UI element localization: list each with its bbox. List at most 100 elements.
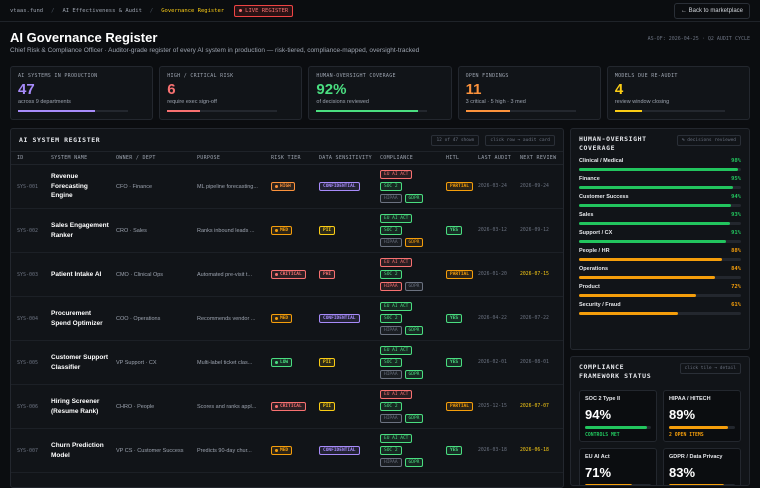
- kpi-track: [465, 110, 576, 112]
- register-row[interactable]: SYS-004 Procurement Spend Optimizer COO · …: [11, 297, 563, 341]
- framework-tile[interactable]: SOC 2 Type II 94% CONTROLS MET: [579, 390, 657, 442]
- coverage-percent: 98%: [731, 158, 741, 164]
- coverage-item: Support / CX 91%: [579, 230, 741, 243]
- purpose: Predicts 90-day chur...: [197, 447, 252, 454]
- register-panel: AI SYSTEM REGISTER 12 of 47 shown click r…: [10, 128, 564, 488]
- framework-name: SOC 2 Type II: [585, 396, 621, 402]
- hitl-cell: PARTIAL: [446, 182, 478, 191]
- kpi-value: 4: [614, 81, 624, 98]
- owner: CRO · Sales: [116, 227, 147, 234]
- compliance-tag: SOC 2: [380, 402, 402, 411]
- register-row[interactable]: SYS-002 Sales Engagement Ranker CRO · Sale…: [11, 209, 563, 253]
- purpose: Multi-label ticket clas...: [197, 359, 253, 366]
- system-name: Hiring Screener (Resume Rank): [51, 398, 100, 415]
- pill-dot: [275, 317, 278, 320]
- coverage-label-row: Sales 93%: [579, 212, 741, 218]
- pill-dot: [275, 273, 278, 276]
- framework-bar: [669, 484, 724, 485]
- system-name: Revenue Forecasting Engine: [51, 173, 88, 200]
- risk-tier: LOW: [271, 358, 293, 367]
- compliance-tag: EU AI ACT: [380, 346, 413, 355]
- risk-tier: MED: [271, 226, 293, 235]
- back-button[interactable]: ← Back to marketplace: [673, 3, 750, 19]
- coverage-label-row: Security / Fraud 61%: [579, 302, 741, 308]
- data-cell: PHI: [319, 270, 380, 279]
- data-sensitivity: PII: [319, 358, 336, 367]
- brand[interactable]: vtaas.fund: [10, 7, 44, 14]
- hitl: YES: [446, 358, 463, 367]
- system-id: SYS-001: [17, 183, 39, 190]
- risk-tier-label: MED: [280, 228, 289, 233]
- hitl-label: YES: [450, 228, 459, 233]
- purpose: ML pipeline forecasting...: [197, 183, 258, 190]
- data-sensitivity-label: CONFIDENTIAL: [323, 448, 356, 453]
- hitl: YES: [446, 314, 463, 323]
- data-sensitivity: CONFIDENTIAL: [319, 314, 360, 323]
- framework-tile[interactable]: HIPAA / HITECH 89% 2 OPEN ITEMS: [663, 390, 741, 442]
- panel-title: COMPLIANCE FRAMEWORK STATUS: [579, 363, 652, 380]
- risk-tier: CRITICAL: [271, 270, 306, 279]
- kpi-track: [167, 110, 278, 112]
- data-sensitivity-label: PII: [323, 404, 332, 409]
- compliance-tag: HIPAA: [380, 282, 402, 291]
- framework-tile[interactable]: GDPR / Data Privacy 83%: [663, 448, 741, 485]
- data-cell: PII: [319, 402, 380, 411]
- hitl-label: YES: [450, 316, 459, 321]
- coverage-item: Security / Fraud 61%: [579, 302, 741, 315]
- panel-title: AI SYSTEM REGISTER: [19, 136, 101, 144]
- framework-tile[interactable]: EU AI Act 71%: [579, 448, 657, 485]
- hitl-cell: YES: [446, 358, 478, 367]
- compliance-tags: EU AI ACT SOC 2 HIPAA GDPR: [380, 302, 446, 335]
- system-id: SYS-002: [17, 227, 39, 234]
- framework-status: 2 OPEN ITEMS: [669, 433, 704, 438]
- hint: click tile → detail: [679, 363, 741, 374]
- column-header: COMPLIANCE: [380, 155, 414, 161]
- last-audit: 2026-03-24: [478, 184, 507, 189]
- coverage-item: Sales 93%: [579, 212, 741, 225]
- coverage-track: [579, 294, 741, 297]
- column-header: PURPOSE: [197, 155, 221, 161]
- hitl-cell: YES: [446, 314, 478, 323]
- risk-tier-label: MED: [280, 316, 289, 321]
- data-sensitivity-label: CONFIDENTIAL: [323, 184, 356, 189]
- compliance-tags: EU AI ACT SOC 2 HIPAA GDPR: [380, 390, 446, 423]
- department: Finance: [579, 176, 600, 182]
- register-row[interactable]: SYS-001 Revenue Forecasting Engine CFO · F…: [11, 165, 563, 209]
- kpi-value: 47: [18, 81, 35, 98]
- last-audit: 2026-03-18: [478, 448, 507, 453]
- coverage-percent: 91%: [731, 230, 741, 236]
- live-badge: LIVE REGISTER: [234, 4, 294, 17]
- register-row[interactable]: SYS-006 Hiring Screener (Resume Rank) CHRO…: [11, 385, 563, 429]
- compliance-tags: EU AI ACT SOC 2 HIPAA GDPR: [380, 346, 446, 379]
- framework-score: 83%: [669, 465, 696, 480]
- coverage-item: Finance 95%: [579, 176, 741, 189]
- coverage-track: [579, 186, 741, 189]
- data-sensitivity: CONFIDENTIAL: [319, 182, 360, 191]
- purpose: Recommends vendor ...: [197, 315, 256, 322]
- risk-cell: HIGH: [271, 182, 319, 191]
- department: Security / Fraud: [579, 302, 621, 308]
- coverage-label-row: Customer Success 94%: [579, 194, 741, 200]
- compliance-tag: HIPAA: [380, 238, 402, 247]
- register-row[interactable]: SYS-005 Customer Support Classifier VP Sup…: [11, 341, 563, 385]
- pill-dot: [275, 449, 278, 452]
- coverage-panel: HUMAN-OVERSIGHT COVERAGE % decisions revi…: [570, 128, 750, 350]
- data-cell: CONFIDENTIAL: [319, 182, 380, 191]
- framework-name: GDPR / Data Privacy: [669, 454, 723, 460]
- framework-panel: COMPLIANCE FRAMEWORK STATUS click tile → …: [570, 356, 750, 486]
- compliance-tag: GDPR: [404, 414, 424, 423]
- breadcrumb[interactable]: AI Effectiveness & Audit: [62, 7, 142, 14]
- coverage-list: Clinical / Medical 98% Finance 95% Customer …: [579, 158, 741, 315]
- hitl: YES: [446, 446, 463, 455]
- kpi-card: HUMAN-OVERSIGHT COVERAGE 92% of decisions …: [308, 66, 452, 120]
- kpi-value: 92%: [316, 81, 347, 98]
- live-dot: [239, 9, 243, 12]
- page: vtaas.fund / AI Effectiveness & Audit / …: [0, 3, 760, 488]
- register-row[interactable]: SYS-007 Churn Prediction Model VP CS · Cus…: [11, 429, 563, 473]
- compliance-tag: SOC 2: [380, 226, 402, 235]
- register-row[interactable]: SYS-003 Patient Intake AI CMO · Clinical O…: [11, 253, 563, 297]
- column-header: DATA SENSITIVITY: [319, 155, 372, 161]
- compliance-tag: EU AI ACT: [380, 434, 413, 443]
- compliance-tag: SOC 2: [380, 182, 402, 191]
- framework-score: 89%: [669, 407, 696, 422]
